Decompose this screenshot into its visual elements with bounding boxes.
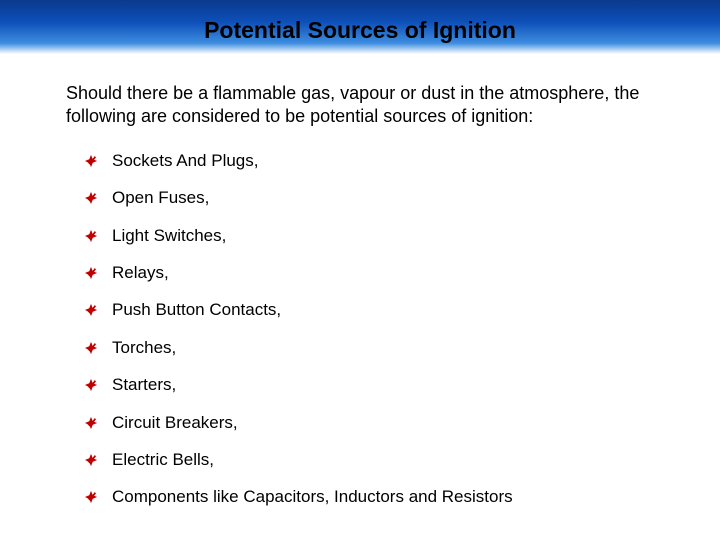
check-star-icon <box>84 303 98 317</box>
check-star-icon <box>84 266 98 280</box>
list-item: Open Fuses, <box>84 188 654 208</box>
list-item-label: Light Switches, <box>112 226 226 245</box>
check-star-icon <box>84 490 98 504</box>
list-item: Electric Bells, <box>84 450 654 470</box>
check-star-icon <box>84 453 98 467</box>
slide-body: Should there be a flammable gas, vapour … <box>0 54 720 508</box>
title-bar: Potential Sources of Ignition <box>0 0 720 54</box>
list-item: Torches, <box>84 338 654 358</box>
intro-paragraph: Should there be a flammable gas, vapour … <box>66 82 654 129</box>
slide-title: Potential Sources of Ignition <box>204 17 516 44</box>
list-item-label: Relays, <box>112 263 169 282</box>
check-star-icon <box>84 154 98 168</box>
check-star-icon <box>84 341 98 355</box>
list-item-label: Circuit Breakers, <box>112 413 238 432</box>
list-item-label: Open Fuses, <box>112 188 209 207</box>
list-item-label: Electric Bells, <box>112 450 214 469</box>
check-star-icon <box>84 191 98 205</box>
bullet-list: Sockets And Plugs, Open Fuses, Light Switc… <box>66 151 654 508</box>
check-star-icon <box>84 378 98 392</box>
list-item: Light Switches, <box>84 226 654 246</box>
list-item: Push Button Contacts, <box>84 300 654 320</box>
list-item: Circuit Breakers, <box>84 413 654 433</box>
check-star-icon <box>84 229 98 243</box>
slide-container: Potential Sources of Ignition Should the… <box>0 0 720 540</box>
list-item-label: Components like Capacitors, Inductors an… <box>112 487 513 506</box>
list-item-label: Torches, <box>112 338 176 357</box>
list-item: Sockets And Plugs, <box>84 151 654 171</box>
list-item: Relays, <box>84 263 654 283</box>
list-item: Starters, <box>84 375 654 395</box>
list-item: Components like Capacitors, Inductors an… <box>84 487 654 507</box>
list-item-label: Starters, <box>112 375 176 394</box>
list-item-label: Sockets And Plugs, <box>112 151 258 170</box>
list-item-label: Push Button Contacts, <box>112 300 281 319</box>
check-star-icon <box>84 416 98 430</box>
